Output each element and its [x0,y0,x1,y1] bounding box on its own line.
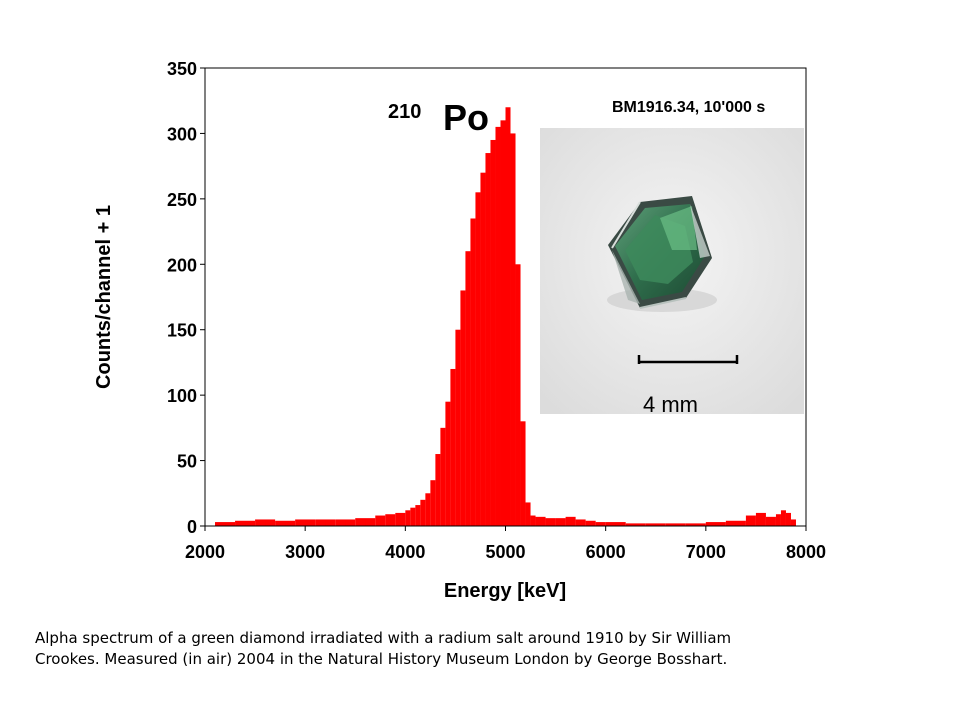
spectrum-bar [645,523,666,526]
spectrum-bar [785,512,791,526]
spectrum-bar [605,522,626,526]
spectrum-bar [755,512,766,526]
x-tick-label: 3000 [285,542,325,562]
x-tick-label: 7000 [686,542,726,562]
spectrum-bar [425,493,431,526]
x-tick-label: 2000 [185,542,225,562]
spectrum-bar [215,522,236,526]
x-axis-ticks: 2000 3000 4000 5000 6000 7000 8000 [185,526,826,562]
diamond-photo [540,128,804,414]
spectrum-bar [385,514,396,526]
spectrum-bar [665,523,686,526]
x-tick-label: 5000 [485,542,525,562]
spectrum-bar [460,290,466,526]
caption-line-1: Alpha spectrum of a green diamond irradi… [35,629,732,647]
y-axis-title: Counts/channel + 1 [93,205,115,389]
spectrum-bar [465,251,471,526]
y-tick-label: 100 [167,386,197,406]
y-tick-label: 0 [187,517,197,537]
spectrum-bar [765,516,776,526]
x-tick-label: 4000 [385,542,425,562]
spectrum-bar [745,515,756,526]
spectrum-bar [255,519,276,526]
sample-label: BM1916.34, 10'000 s [612,99,765,116]
caption-line-2: Crookes. Measured (in air) 2004 in the N… [35,650,728,668]
spectrum-bar [275,520,296,526]
isotope-symbol-label: Po [443,97,489,138]
spectrum-bar [535,516,546,526]
spectrum-bar [520,421,526,526]
spectrum-bar [515,264,521,526]
spectrum-bar [395,512,406,526]
spectrum-bar [705,522,726,526]
spectrum-bar [530,515,536,526]
y-tick-label: 50 [177,452,197,472]
spectrum-bar [595,522,606,526]
spectrum-bar [415,505,421,526]
spectrum-bar [790,519,796,526]
scale-bar [637,355,739,364]
spectrum-bar [510,133,516,526]
spectrum-bar [420,499,426,526]
spectrum-bar [505,107,511,526]
x-tick-label: 6000 [586,542,626,562]
spectrum-bar [440,427,446,526]
x-tick-label: 8000 [786,542,826,562]
spectrum-bar [480,172,486,526]
spectrum-bar [450,368,456,526]
spectrum-bar [405,510,411,526]
spectrum-bar [495,126,501,526]
spectrum-bar [625,523,646,526]
spectrum-bar [685,523,706,526]
spectrum-bar [435,454,441,526]
y-tick-label: 150 [167,321,197,341]
y-tick-label: 300 [167,124,197,144]
spectrum-bar [410,507,416,526]
spectrum-bar [575,519,586,526]
spectrum-bar [775,514,781,526]
spectrum-bar [375,515,386,526]
spectrum-bar [295,519,316,526]
spectrum-bar [500,120,506,526]
spectrum-bar [565,516,576,526]
scale-label: 4 mm [643,392,698,417]
y-axis-ticks: 0 50 100 150 200 250 300 350 [167,59,205,537]
spectrum-bar [545,518,556,526]
spectrum-bar [555,518,566,526]
figure-caption: Alpha spectrum of a green diamond irradi… [35,628,935,670]
spectrum-bar [335,519,356,526]
y-tick-label: 250 [167,190,197,210]
spectrum-bar [525,502,531,526]
spectrum-bar [315,519,336,526]
spectrum-bars [215,107,796,527]
spectrum-bar [235,520,256,526]
isotope-mass-label: 210 [388,101,421,123]
spectrum-bar [455,329,461,526]
y-tick-label: 200 [167,255,197,275]
spectrum-bar [585,520,596,526]
spectrum-bar [430,480,436,526]
x-axis-title: Energy [keV] [444,580,566,602]
spectrum-bar [475,192,481,527]
y-tick-label: 350 [167,59,197,79]
spectrum-bar [470,218,476,526]
spectrum-bar [485,153,491,527]
spectrum-bar [355,518,376,526]
spectrum-bar [490,139,496,526]
spectrum-bar [445,401,451,526]
spectrum-bar [725,520,746,526]
spectrum-bar [780,510,786,526]
